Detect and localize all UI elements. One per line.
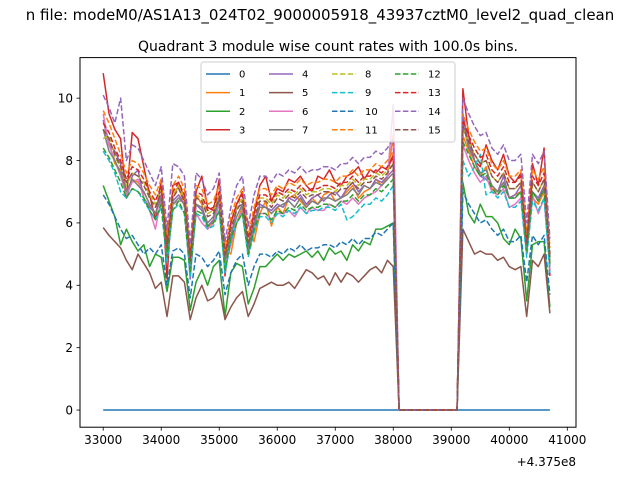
- series-line-5: [102, 227, 551, 411]
- x-axis: 33000 34000 35000 36000 37000 38000 39000 40000…: [84, 427, 586, 447]
- legend-label-0: 0: [239, 70, 245, 81]
- legend-label-7: 7: [302, 125, 308, 136]
- x-offset-label: +4.375e8: [517, 455, 576, 469]
- x-tick-label: 40000: [490, 433, 528, 447]
- series-line-2: [102, 181, 551, 411]
- y-tick-label: 10: [58, 91, 73, 105]
- legend-label-3: 3: [239, 125, 245, 136]
- x-tick-label: 34000: [142, 433, 180, 447]
- legend-label-8: 8: [365, 70, 371, 81]
- series-line-10: [102, 190, 551, 411]
- chart-title: Quadrant 3 module wise count rates with …: [138, 39, 518, 55]
- x-tick-label: 36000: [258, 433, 296, 447]
- y-tick-label: 8: [65, 154, 73, 168]
- series-line-8: [102, 128, 551, 411]
- y-axis: 0 2 4 6 8 10: [58, 91, 80, 417]
- legend-label-15: 15: [428, 125, 441, 136]
- x-tick-label: 38000: [374, 433, 412, 447]
- x-tick-label: 37000: [316, 433, 354, 447]
- series-line-15: [102, 125, 551, 411]
- x-tick-label: 39000: [432, 433, 470, 447]
- legend-label-5: 5: [302, 88, 308, 99]
- x-tick-label: 33000: [84, 433, 122, 447]
- y-tick-label: 0: [65, 403, 73, 417]
- series-line-9: [102, 150, 551, 411]
- legend-label-13: 13: [428, 88, 441, 99]
- series-line-13: [102, 119, 551, 411]
- axes-frame: [79, 57, 577, 428]
- series-line-7: [102, 122, 551, 411]
- x-tick-label: 35000: [200, 433, 238, 447]
- y-tick-label: 6: [65, 216, 73, 230]
- figure-suptitle: n file: modeM0/AS1A13_024T02_9000005918_…: [26, 6, 615, 25]
- series-line-12: [102, 141, 551, 411]
- legend-label-10: 10: [365, 107, 378, 118]
- y-tick-label: 2: [65, 341, 73, 355]
- x-tick-label: 41000: [548, 433, 586, 447]
- plot-area: [102, 73, 551, 411]
- legend-label-1: 1: [239, 88, 245, 99]
- legend-label-14: 14: [428, 107, 441, 118]
- legend-label-9: 9: [365, 88, 371, 99]
- legend-label-12: 12: [428, 70, 441, 81]
- legend-label-2: 2: [239, 107, 245, 118]
- legend-label-11: 11: [365, 125, 378, 136]
- legend-label-6: 6: [302, 107, 308, 118]
- legend-label-4: 4: [302, 70, 308, 81]
- y-tick-label: 4: [65, 279, 73, 293]
- series-line-1: [102, 129, 551, 411]
- series-line-11: [102, 110, 551, 411]
- legend-box: [200, 61, 456, 143]
- series-line-14: [102, 94, 551, 411]
